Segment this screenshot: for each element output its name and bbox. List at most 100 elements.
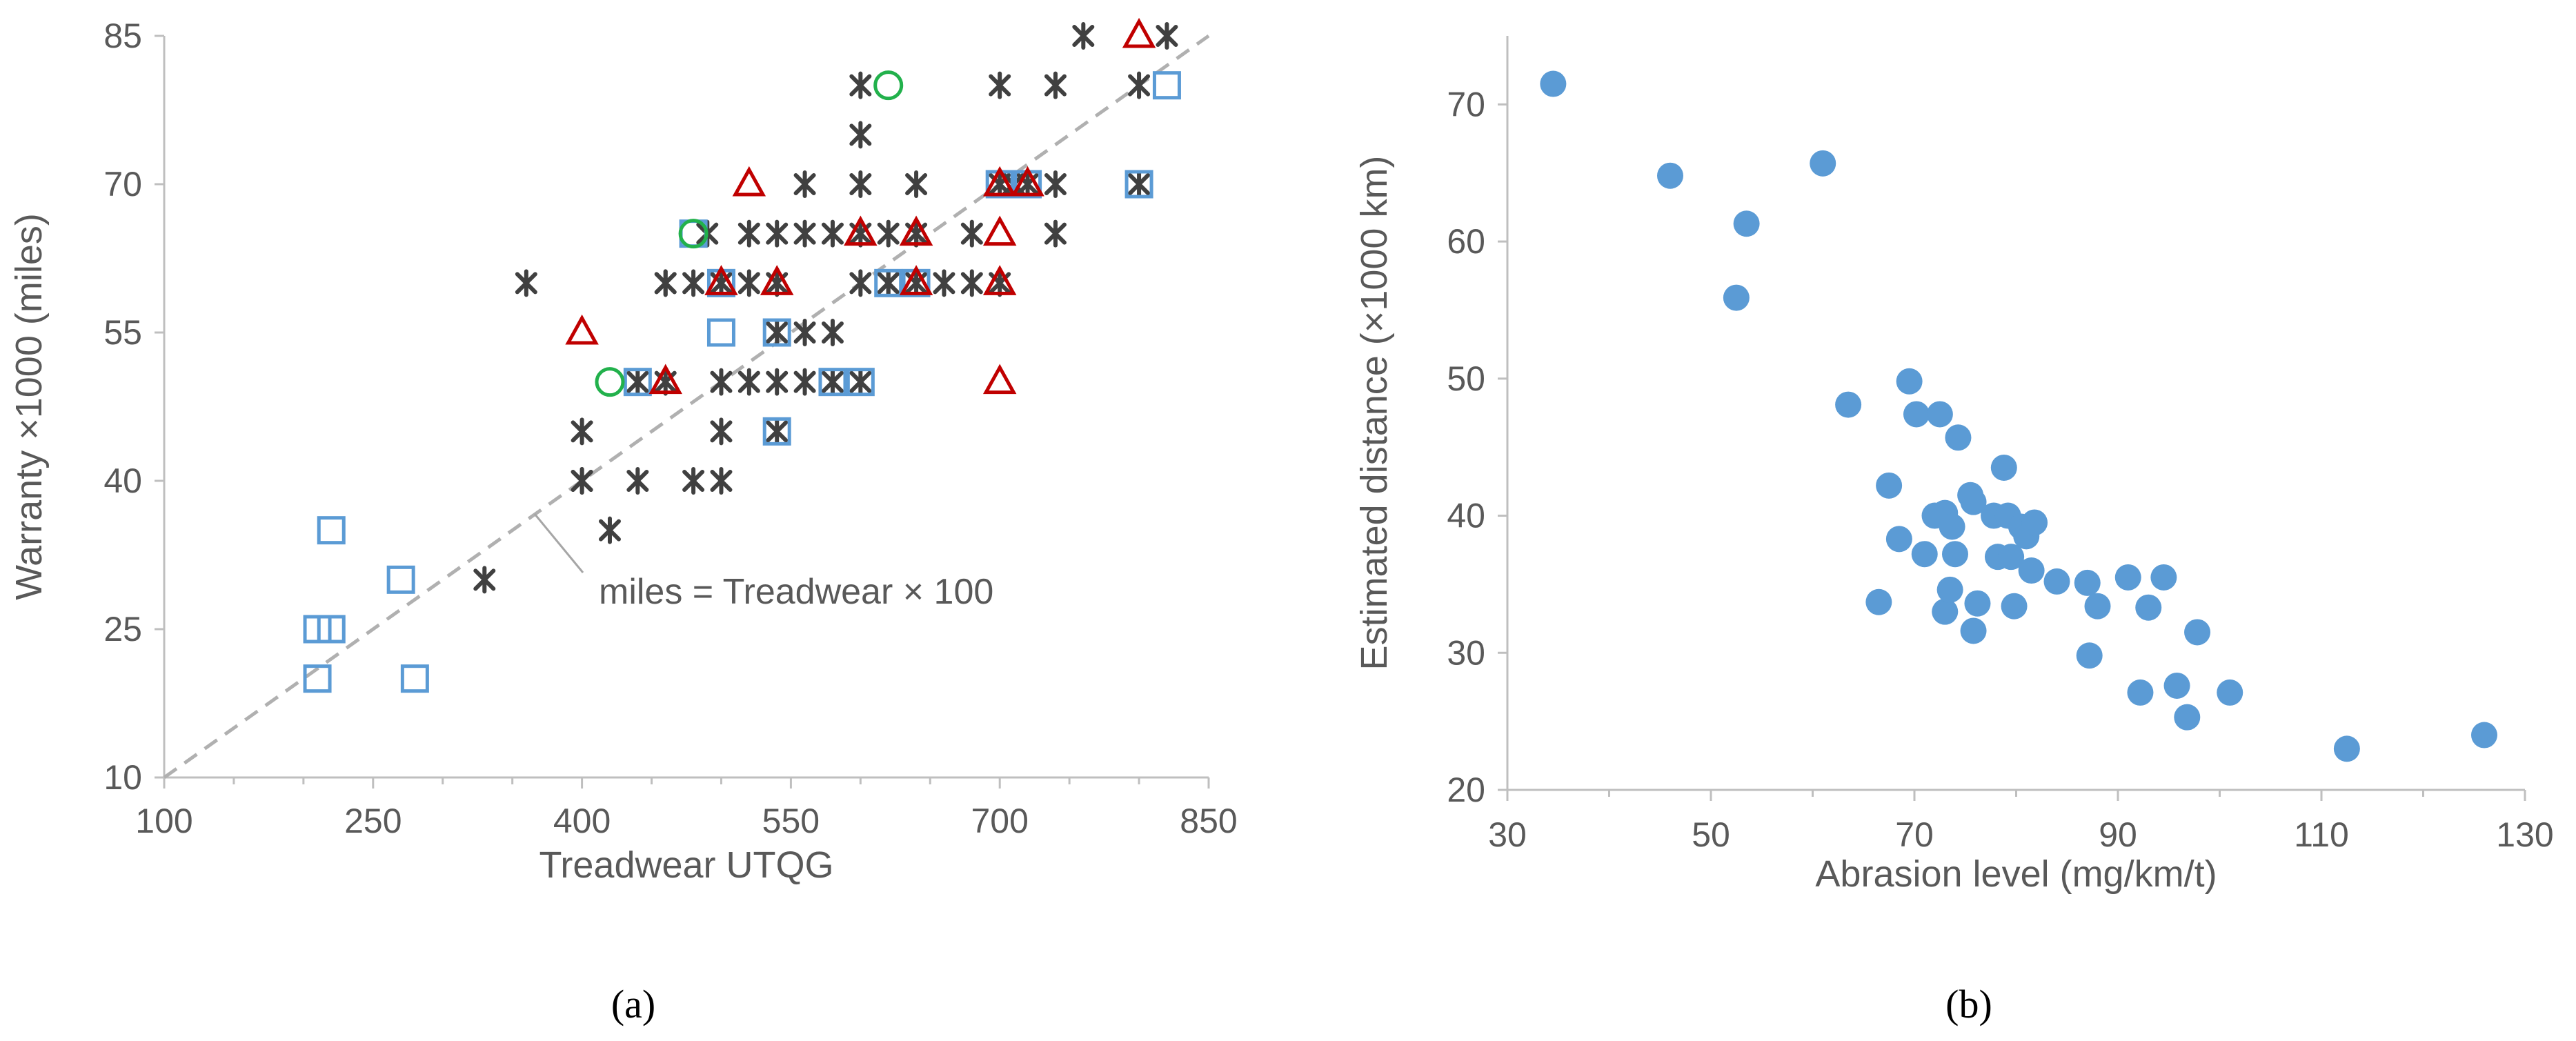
asterisk-point xyxy=(571,467,593,495)
square-point xyxy=(762,318,791,347)
asterisk-point xyxy=(793,170,816,198)
asterisk-point xyxy=(1128,170,1151,198)
dot-point xyxy=(1960,617,1987,644)
triangle-point xyxy=(1011,166,1044,197)
dot-point xyxy=(1903,401,1930,428)
triangle-point xyxy=(899,215,933,246)
x-axis-label: Treadwear UTQG xyxy=(539,844,833,886)
dot-point xyxy=(1911,541,1938,568)
asterisk-point xyxy=(933,269,955,297)
asterisk-point xyxy=(1044,71,1067,99)
y-tick-label: 70 xyxy=(103,165,142,204)
square-point xyxy=(623,368,652,397)
triangle-point xyxy=(844,215,878,246)
triangle-point xyxy=(732,166,766,197)
asterisk-point xyxy=(849,170,872,198)
dot-point xyxy=(1926,401,1953,428)
asterisk-point xyxy=(766,368,789,396)
chart-a: 100 250 400 550 700 850 10 25 40 55 70 85 Treadwear … xyxy=(8,17,1238,886)
x-tick-label: 130 xyxy=(2496,815,2553,854)
asterisk-point xyxy=(821,319,844,346)
dot-point xyxy=(1885,526,1912,553)
asterisk-point xyxy=(737,368,760,396)
y-tick-label: 50 xyxy=(1447,359,1485,398)
dot-point xyxy=(2184,619,2211,646)
dot-point xyxy=(1932,598,1959,625)
dot-point xyxy=(1865,588,1892,615)
asterisk-point xyxy=(960,219,983,248)
dot-point xyxy=(1942,541,1968,568)
y-tick-label: 40 xyxy=(1447,497,1485,535)
dot-point xyxy=(1945,424,1972,451)
square-point xyxy=(818,368,847,397)
dot-point xyxy=(2471,722,2497,748)
y-tick-label: 40 xyxy=(103,462,142,500)
y-tick-label: 55 xyxy=(103,313,142,352)
triangle-point xyxy=(1122,17,1156,48)
asterisk-point xyxy=(626,467,649,495)
dot-point xyxy=(1810,150,1836,177)
asterisk-point xyxy=(626,368,649,396)
x-tick-label: 110 xyxy=(2294,815,2349,854)
x-tick-label: 850 xyxy=(1180,802,1237,840)
triangle-point xyxy=(565,314,599,345)
reference-leader-line xyxy=(533,513,584,573)
y-tick-label: 60 xyxy=(1447,222,1485,261)
panel-a-label: (a) xyxy=(611,982,655,1027)
asterisk-point xyxy=(473,566,496,594)
dot-point xyxy=(2001,593,2028,619)
asterisk-point xyxy=(766,319,789,346)
square-point xyxy=(762,417,791,446)
dot-point xyxy=(2174,704,2201,731)
asterisk-point xyxy=(877,219,900,248)
square-point xyxy=(303,664,332,693)
dot-point xyxy=(2127,679,2154,706)
triangle-point xyxy=(982,215,1017,246)
y-tick-label: 85 xyxy=(103,17,142,55)
asterisk-point xyxy=(710,368,733,396)
square-point xyxy=(706,318,735,347)
triangle-point xyxy=(899,265,933,295)
triangle-point xyxy=(982,364,1017,395)
reference-line xyxy=(163,34,1210,780)
asterisk-point xyxy=(849,71,872,99)
dot-point xyxy=(1990,454,2017,481)
dot-point xyxy=(1998,544,2025,571)
asterisk-point xyxy=(849,121,872,149)
asterisk-point xyxy=(654,269,677,297)
x-tick-label: 70 xyxy=(1895,815,1934,854)
asterisk-point xyxy=(766,417,789,446)
dot-point xyxy=(1657,162,1683,189)
x-tick-label: 550 xyxy=(762,802,820,840)
y-tick-label: 25 xyxy=(103,610,142,648)
asterisk-point xyxy=(710,467,733,495)
asterisk-point xyxy=(737,269,760,297)
x-tick-label: 90 xyxy=(2099,815,2137,854)
dot-point xyxy=(1960,488,1987,515)
asterisk-point xyxy=(821,368,844,396)
panel-b-label: (b) xyxy=(1945,982,1992,1027)
square-point xyxy=(1152,71,1181,100)
y-tick-label: 10 xyxy=(103,758,142,797)
dot-point xyxy=(2076,642,2103,669)
dot-point xyxy=(1896,368,1923,395)
triangle-point xyxy=(760,265,794,295)
dot-point xyxy=(2163,672,2190,699)
y-tick-label: 20 xyxy=(1447,771,1485,809)
dot-point xyxy=(2018,557,2045,584)
y-tick-label: 30 xyxy=(1447,633,1485,672)
dot-point xyxy=(2021,509,2048,536)
square-point xyxy=(400,664,429,693)
dot-point xyxy=(2333,735,2360,762)
triangle-point xyxy=(704,265,738,295)
asterisk-point xyxy=(960,269,983,297)
triangle-point xyxy=(982,265,1017,295)
dot-point xyxy=(2043,568,2070,595)
asterisk-point xyxy=(989,71,1011,99)
asterisk-point xyxy=(1156,22,1178,50)
dot-point xyxy=(1835,391,1862,418)
asterisk-point xyxy=(598,516,621,544)
asterisk-point xyxy=(1044,219,1067,248)
asterisk-point xyxy=(710,417,733,446)
asterisk-point xyxy=(905,170,928,198)
